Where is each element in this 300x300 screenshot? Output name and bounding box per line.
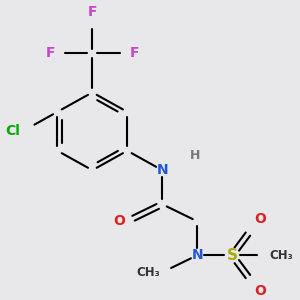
Text: O: O [255,212,266,226]
Text: S: S [226,248,238,263]
Text: H: H [190,149,200,162]
Text: N: N [191,248,203,262]
Text: Cl: Cl [5,124,20,138]
Text: O: O [113,214,125,228]
Text: F: F [130,46,139,61]
Text: F: F [88,5,97,20]
Text: CH₃: CH₃ [270,249,293,262]
Text: N: N [156,163,168,177]
Text: F: F [45,46,55,61]
Text: O: O [255,284,266,298]
Text: CH₃: CH₃ [136,266,160,279]
